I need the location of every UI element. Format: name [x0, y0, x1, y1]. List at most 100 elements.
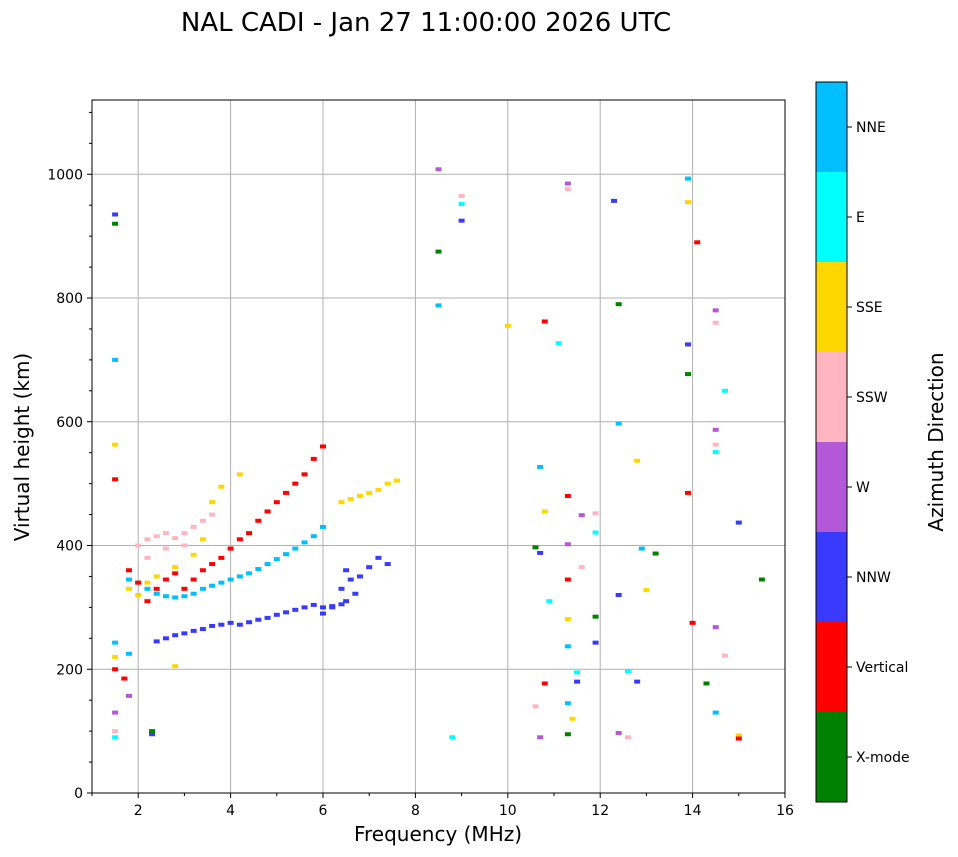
colorbar-tick-label: NNW	[856, 570, 891, 586]
echo-point	[236, 574, 243, 579]
echo-point	[125, 651, 132, 656]
echo-point	[144, 586, 151, 591]
echo-point	[273, 612, 280, 617]
colorbar-segment	[816, 442, 847, 532]
echo-point	[703, 681, 710, 686]
echo-point	[273, 500, 280, 505]
echo-point	[112, 667, 119, 672]
echo-point	[694, 240, 701, 245]
echo-point	[162, 594, 169, 599]
echo-point	[236, 472, 243, 477]
colorbar-tick-label: SSE	[856, 300, 883, 316]
echo-point	[624, 669, 631, 674]
echo-point	[684, 200, 691, 205]
echo-point	[564, 494, 571, 498]
colorbar-tick-label: NNE	[856, 120, 886, 136]
echo-point	[255, 617, 262, 622]
echo-point	[292, 607, 299, 612]
echo-point	[149, 732, 156, 737]
echo-point	[592, 614, 599, 619]
echo-point	[246, 531, 253, 536]
echo-point	[112, 221, 119, 226]
echo-point	[638, 546, 645, 551]
echo-point	[564, 644, 571, 649]
echo-point	[162, 546, 169, 551]
colorbar-tick-label: W	[856, 480, 870, 496]
echo-point	[634, 458, 641, 463]
echo-point	[190, 591, 197, 596]
echo-point	[578, 513, 585, 518]
echo-point	[537, 464, 544, 469]
y-tick-label: 200	[56, 662, 83, 678]
echo-point	[172, 664, 179, 669]
echo-point	[343, 599, 350, 604]
colorbar-segment	[816, 262, 847, 352]
echo-point	[209, 512, 216, 517]
y-axis-label: Virtual height (km)	[10, 353, 34, 542]
y-tick-label: 1000	[47, 167, 83, 183]
echo-point	[712, 442, 719, 447]
chart-title: NAL CADI - Jan 27 11:00:00 2026 UTC	[181, 8, 671, 38]
echo-point	[347, 497, 354, 502]
echo-point	[255, 567, 262, 572]
echo-point	[541, 319, 548, 324]
colorbar-tick-label: SSW	[856, 390, 888, 406]
echo-point	[375, 555, 382, 560]
y-tick-label: 0	[74, 786, 83, 802]
echo-point	[574, 679, 581, 684]
echo-point	[592, 530, 599, 535]
echo-point	[301, 605, 308, 610]
echo-point	[689, 620, 696, 625]
colorbar-tick-label: E	[856, 210, 865, 226]
echo-point	[320, 611, 326, 616]
echo-point	[615, 730, 622, 735]
echo-point	[264, 562, 271, 567]
echo-point	[712, 320, 719, 325]
echo-point	[458, 218, 465, 223]
echo-point	[144, 537, 151, 542]
x-axis-label: Frequency (MHz)	[354, 822, 522, 846]
echo-point	[144, 555, 151, 560]
echo-point	[292, 546, 299, 551]
echo-point	[721, 653, 728, 658]
echo-point	[458, 193, 465, 198]
echo-point	[121, 676, 128, 681]
echo-point	[181, 543, 188, 548]
echo-point	[712, 710, 719, 715]
echo-point	[735, 733, 742, 738]
echo-point	[112, 640, 119, 645]
echo-point	[209, 500, 216, 505]
echo-point	[135, 580, 142, 585]
echo-point	[684, 490, 691, 495]
echo-point	[564, 617, 571, 622]
echo-point	[356, 494, 363, 498]
echo-point	[273, 557, 280, 562]
echo-point	[162, 636, 169, 641]
echo-point	[125, 568, 132, 573]
colorbar-segment	[816, 622, 847, 712]
x-tick-label: 12	[591, 803, 609, 819]
echo-point	[564, 181, 571, 186]
echo-point	[112, 477, 119, 482]
x-tick-label: 16	[776, 803, 794, 819]
echo-point	[144, 599, 151, 604]
echo-point	[292, 481, 299, 486]
echo-point	[338, 586, 345, 591]
echo-point	[684, 176, 691, 181]
echo-point	[652, 551, 659, 556]
echo-point	[112, 654, 119, 659]
x-tick-label: 4	[226, 803, 235, 819]
echo-point	[172, 633, 179, 638]
colorbar-label: Azimuth Direction	[924, 352, 948, 531]
echo-point	[181, 631, 188, 636]
echo-point	[218, 580, 225, 585]
echo-point	[564, 701, 571, 706]
echo-point	[153, 591, 160, 596]
echo-point	[634, 679, 641, 684]
echo-point	[112, 735, 119, 740]
echo-point	[181, 531, 188, 536]
colorbar-frame	[815, 81, 848, 803]
y-tick-label: 600	[56, 415, 83, 431]
echo-point	[569, 716, 576, 721]
x-tick-label: 10	[499, 803, 517, 819]
